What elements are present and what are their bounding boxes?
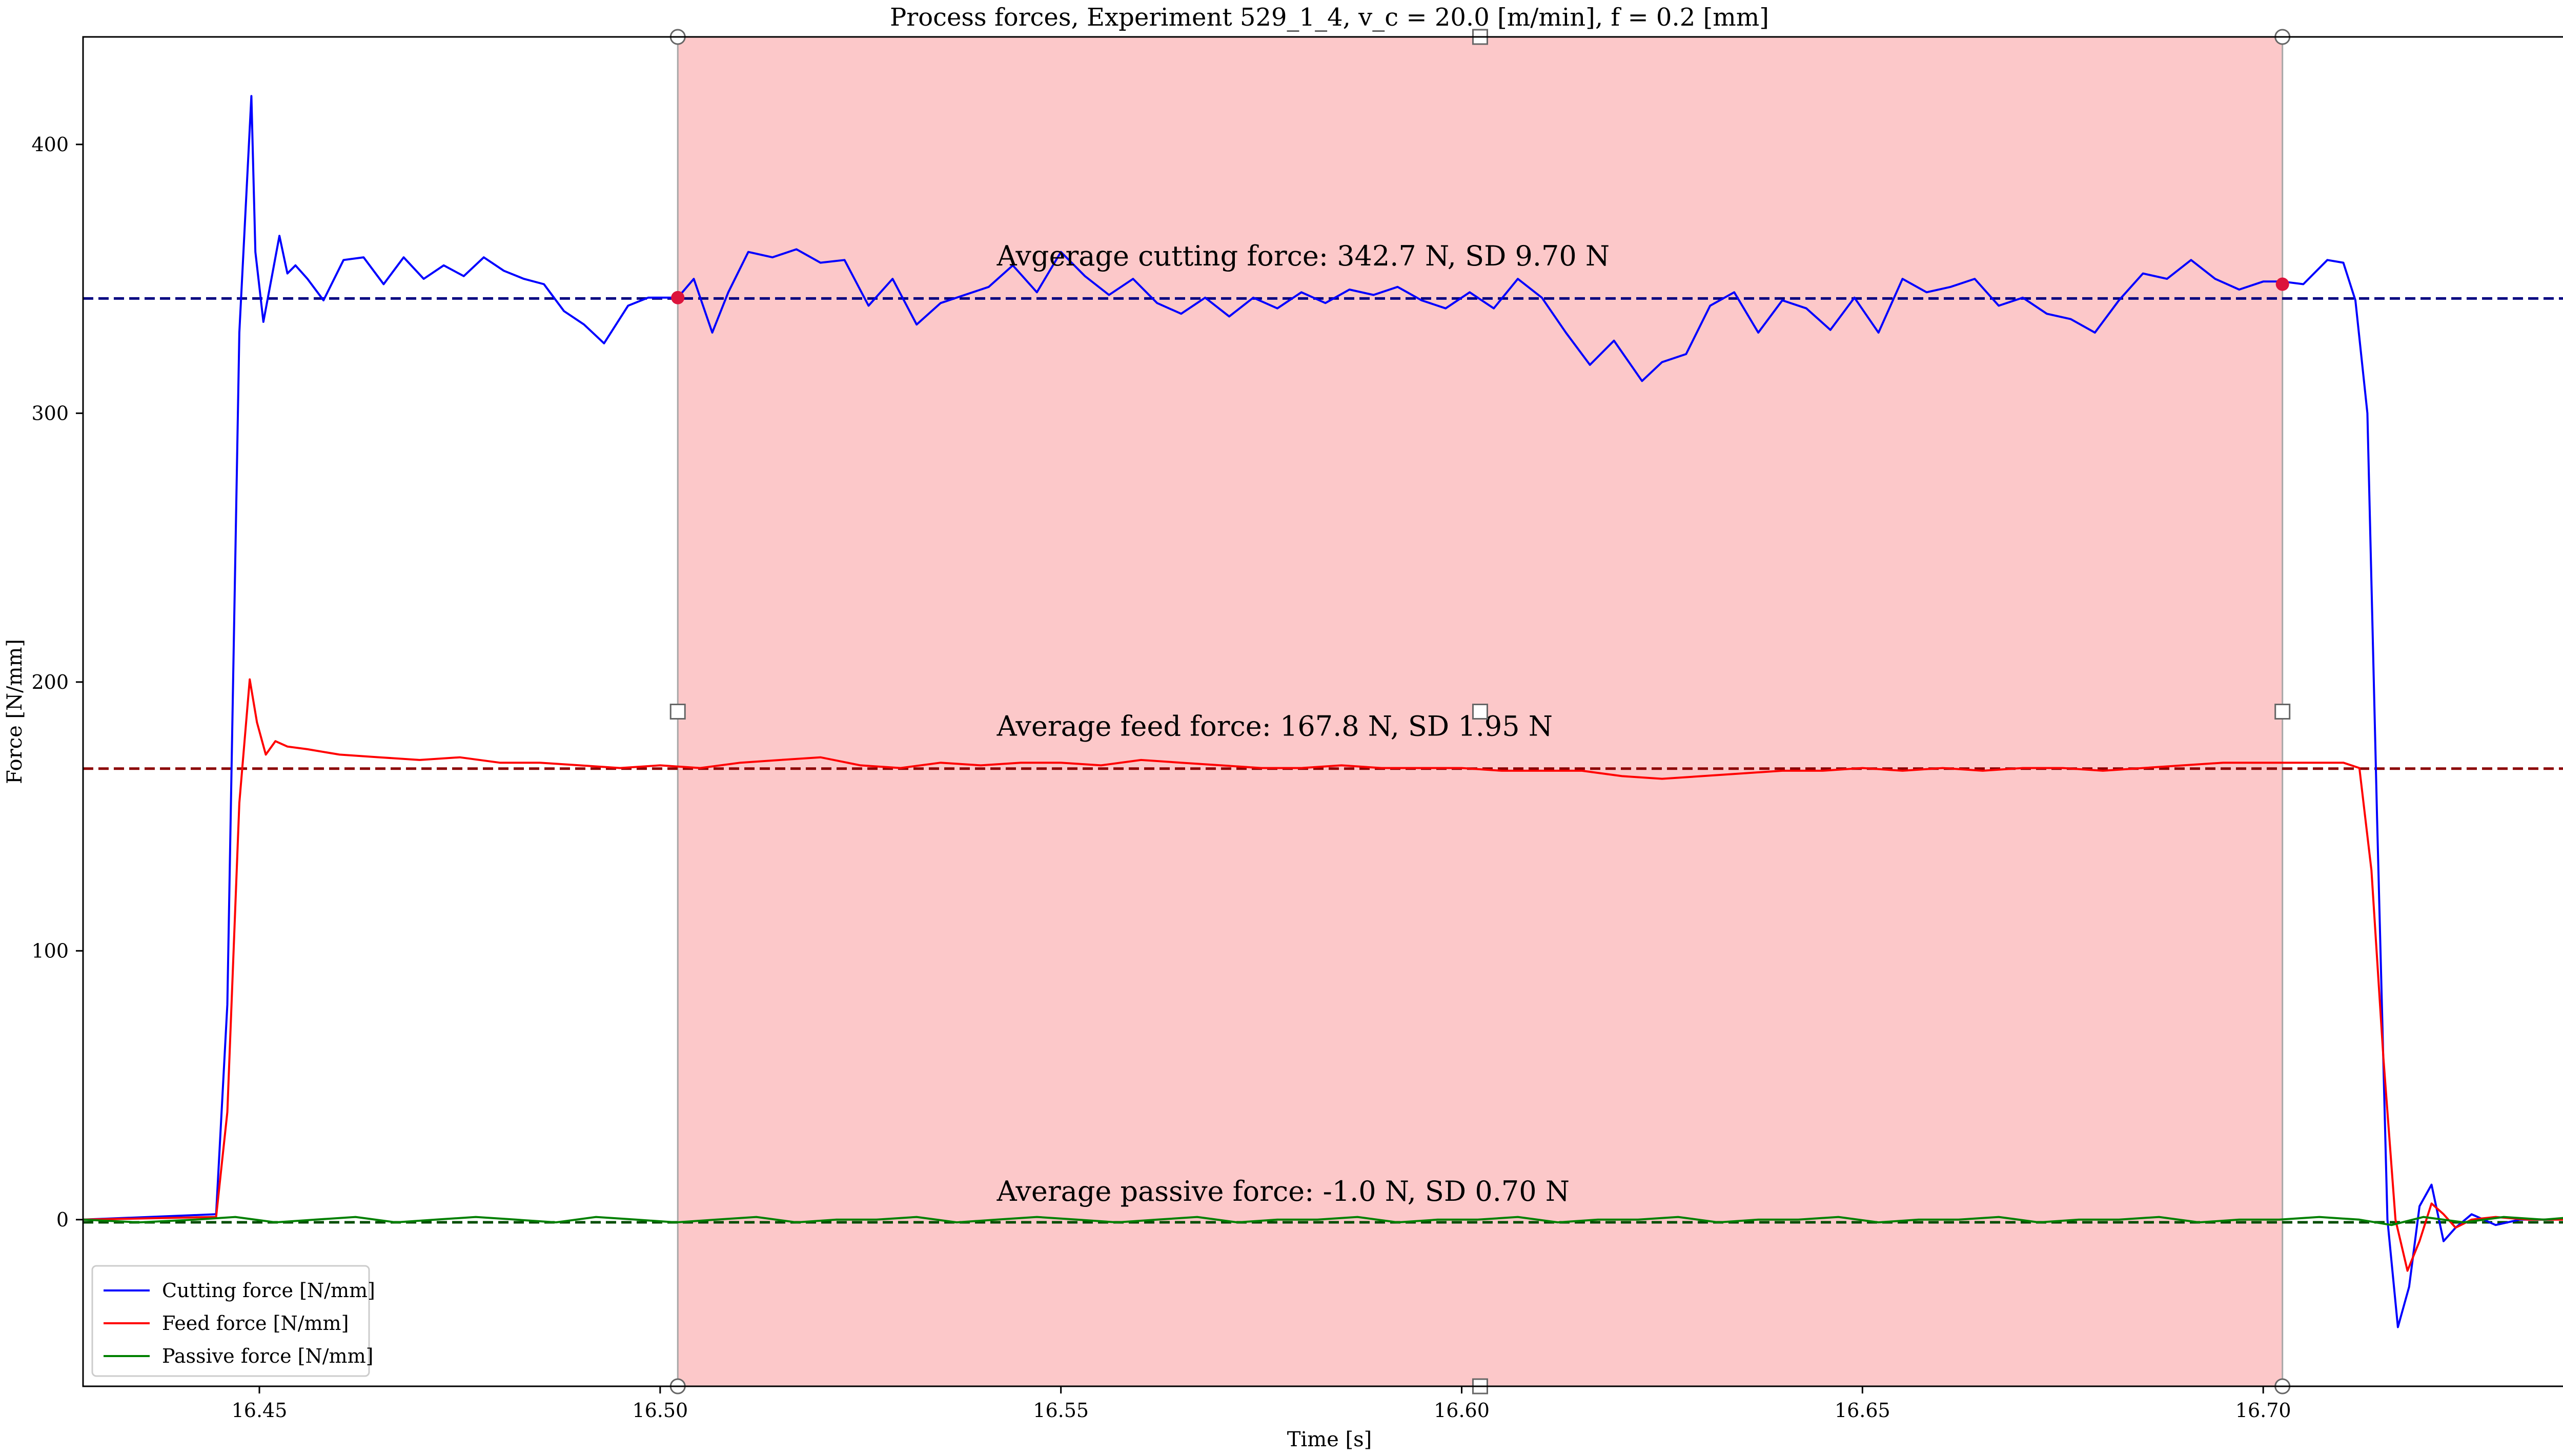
axes-frame	[82, 36, 2563, 1387]
y-tick-label: 400	[31, 133, 69, 156]
series-line-1	[83, 678, 2563, 1272]
average-annotation-1: Average feed force: 167.8 N, SD 1.95 N	[996, 710, 1553, 743]
selection-marker-0	[671, 291, 685, 304]
series-line-0	[83, 95, 2563, 1328]
x-axis-label: Time [s]	[1287, 1428, 1372, 1451]
x-tick-label: 16.45	[232, 1399, 288, 1422]
series-line-2	[83, 1216, 2563, 1226]
x-tick-label: 16.70	[2235, 1399, 2291, 1422]
span-handle-square	[1472, 704, 1488, 720]
legend-label-1: Feed force [N/mm]	[162, 1312, 349, 1335]
y-tick-label: 100	[31, 939, 69, 962]
y-axis-label: Force [N/mm]	[3, 639, 27, 784]
y-tick-label: 0	[56, 1208, 69, 1231]
selection-marker-1	[2275, 277, 2289, 291]
span-handle-square	[2274, 704, 2291, 720]
y-tick-label: 300	[31, 402, 69, 424]
chart-title: Process forces, Experiment 529_1_4, v_c …	[890, 3, 1769, 32]
x-tick-label: 16.55	[1033, 1399, 1089, 1422]
y-tick-label: 200	[31, 671, 69, 693]
legend-box	[91, 1265, 370, 1377]
average-annotation-2: Average passive force: -1.0 N, SD 0.70 N	[996, 1175, 1570, 1207]
average-annotation-0: Avgerage cutting force: 342.7 N, SD 9.70…	[996, 240, 1610, 272]
x-tick-label: 16.50	[632, 1399, 688, 1422]
legend: Cutting force [N/mm] Feed force [N/mm] Pas…	[91, 1265, 375, 1377]
span-handle-square	[669, 704, 686, 720]
x-tick-label: 16.65	[1835, 1399, 1890, 1422]
legend-label-0: Cutting force [N/mm]	[162, 1279, 375, 1302]
x-tick-label: 16.60	[1434, 1399, 1490, 1422]
plot-area: Avgerage cutting force: 342.7 N, SD 9.70…	[31, 29, 2563, 1422]
legend-label-2: Passive force [N/mm]	[162, 1345, 373, 1367]
